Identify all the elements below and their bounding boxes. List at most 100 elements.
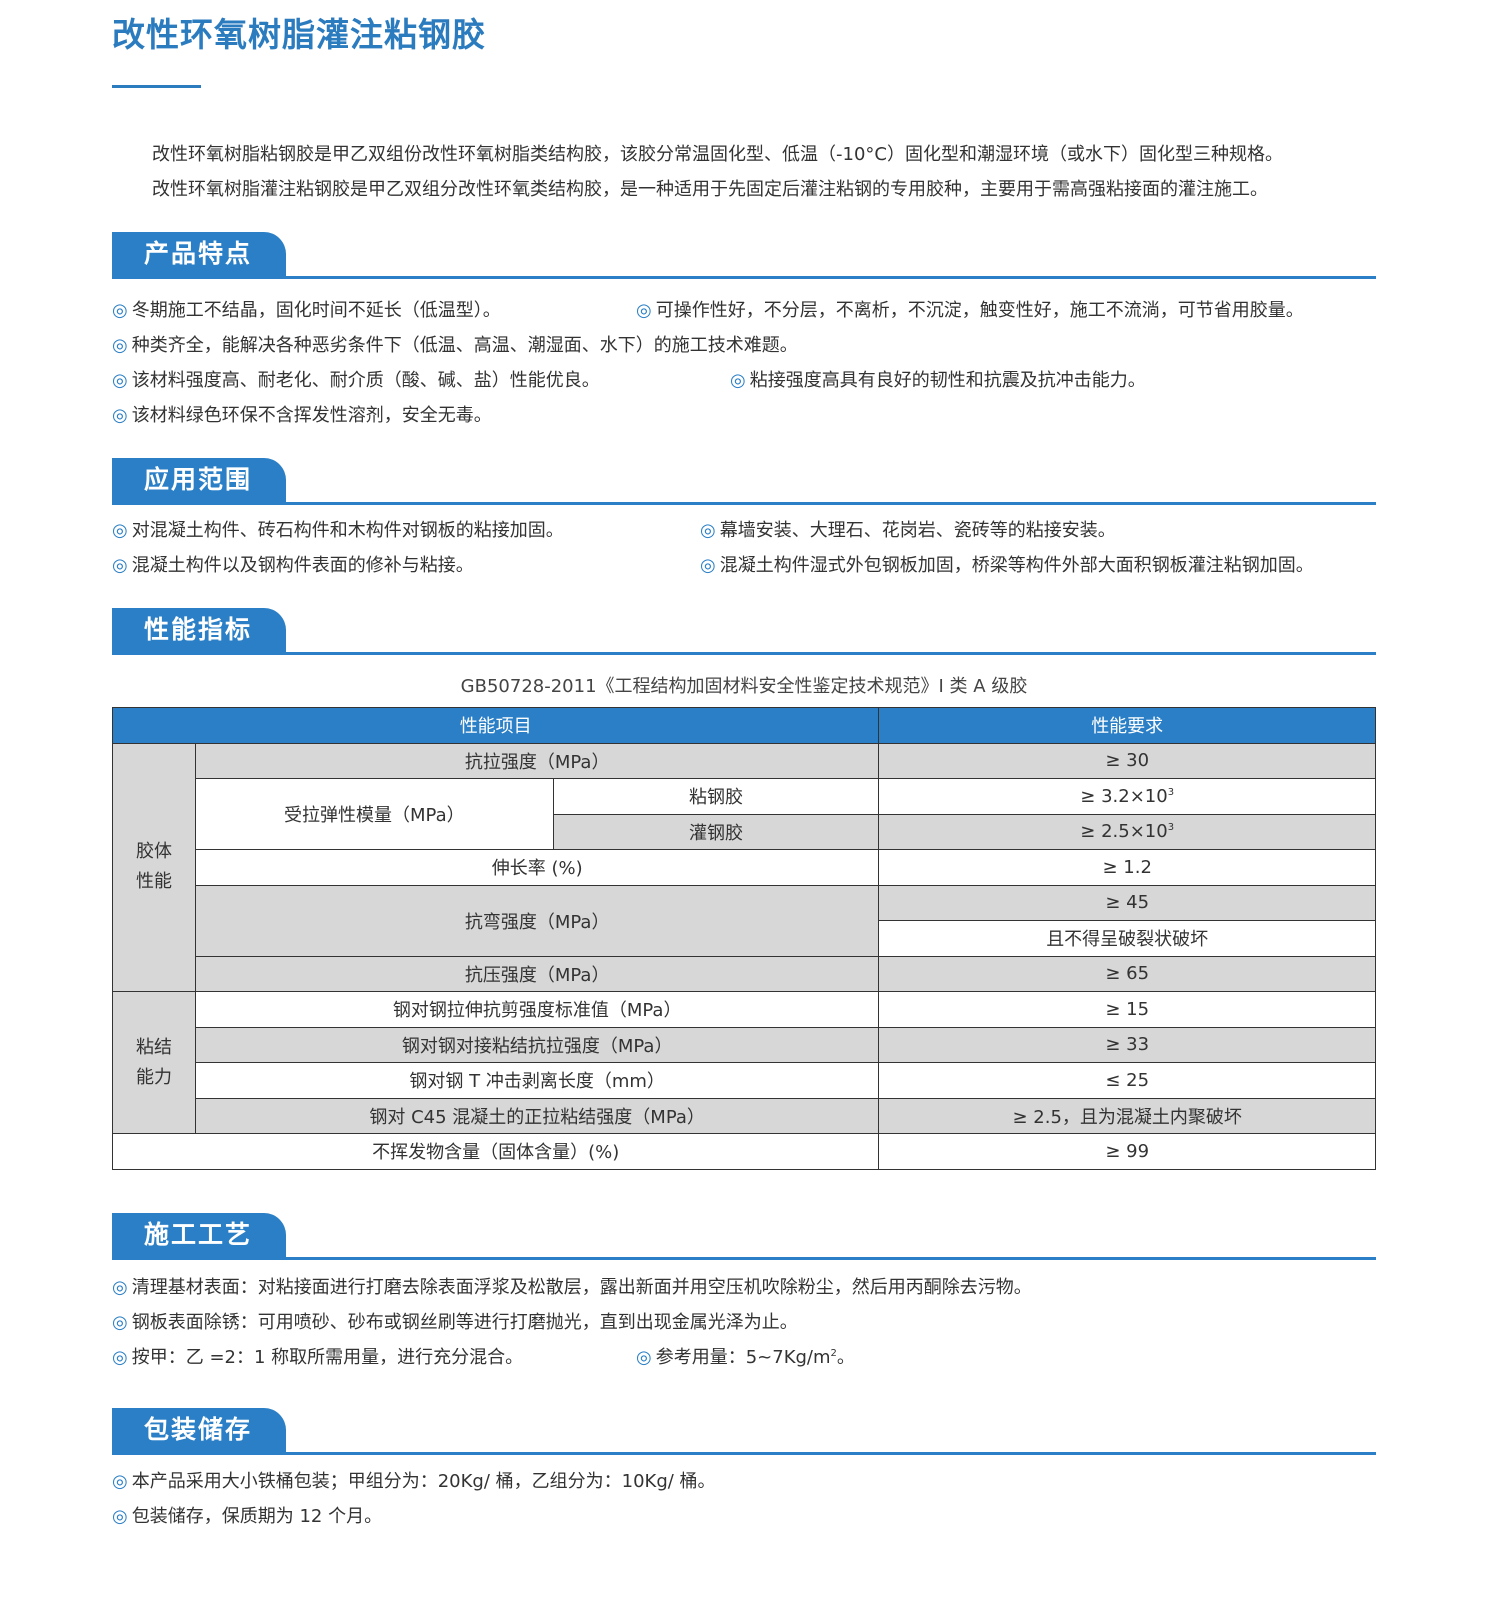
section-header-storage: 包装储存: [112, 1408, 1376, 1455]
item-text: 可操作性好，不分层，不离析，不沉淀，触变性好，施工不流淌，可节省用胶量。: [655, 300, 1304, 321]
bullet-icon: ◎: [112, 1347, 128, 1368]
table-row: 抗压强度（MPa） ≥ 65: [113, 955, 1376, 992]
section-header-scope: 应用范围: [112, 458, 1376, 505]
table-row: 灌钢胶 ≥ 2.5×103: [113, 813, 1376, 850]
group-label: 粘结 能力: [112, 991, 196, 1134]
item-text: 混凝土构件以及钢构件表面的修补与粘接。: [131, 555, 474, 576]
table-cell: ≤ 25: [878, 1062, 1376, 1099]
table-row: 钢对钢 T 冲击剥离长度（mm） ≤ 25: [113, 1062, 1376, 1099]
table-cell: 性能要求: [878, 707, 1376, 744]
item-text: 粘接强度高具有良好的韧性和抗震及抗冲击能力。: [749, 370, 1146, 391]
list-item: ◎ 本产品采用大小铁桶包装；甲组分为：20Kg/ 桶，乙组分为：10Kg/ 桶。: [112, 1467, 716, 1493]
table-row: 不挥发物含量（固体含量）(%) ≥ 99: [111, 1133, 1376, 1170]
table-cell: 粘钢胶: [552, 778, 880, 815]
item-text: 钢板表面除锈：可用喷砂、砂布或钢丝刷等进行打磨抛光，直到出现金属光泽为止。: [131, 1312, 798, 1333]
bullet-icon: ◎: [636, 1347, 652, 1368]
item-text: 种类齐全，能解决各种恶劣条件下（低温、高温、潮湿面、水下）的施工技术难题。: [131, 335, 798, 356]
bullet-icon: ◎: [112, 1471, 128, 1492]
table-cell: 抗弯强度（MPa）: [194, 884, 880, 957]
list-item: ◎ 可操作性好，不分层，不离析，不沉淀，触变性好，施工不流淌，可节省用胶量。: [636, 296, 1304, 322]
list-item: ◎ 粘接强度高具有良好的韧性和抗震及抗冲击能力。: [730, 366, 1146, 392]
table-cell: 且不得呈破裂状破坏: [878, 920, 1376, 957]
item-text: 该材料强度高、耐老化、耐介质（酸、碱、盐）性能优良。: [131, 370, 600, 391]
list-item: ◎ 冬期施工不结晶，固化时间不延长（低温型）。: [112, 296, 501, 322]
table-cell: ≥ 30: [878, 742, 1376, 779]
intro-paragraph: 改性环氧树脂灌注粘钢胶是甲乙双组分改性环氧类结构胶，是一种适用于先固定后灌注粘钢…: [152, 179, 1268, 200]
section-header-process: 施工工艺: [112, 1213, 1376, 1260]
list-item: ◎ 按甲：乙 =2：1 称取所需用量，进行充分混合。: [112, 1343, 523, 1369]
list-item: ◎ 混凝土构件湿式外包钢板加固，桥梁等构件外部大面积钢板灌注粘钢加固。: [700, 551, 1314, 577]
list-item: ◎ 参考用量：5~7Kg/m2。: [636, 1343, 855, 1369]
bullet-icon: ◎: [112, 1277, 128, 1298]
bullet-icon: ◎: [112, 1506, 128, 1527]
table-row: 受拉弹性模量（MPa） 粘钢胶 ≥ 3.2×103: [113, 778, 1376, 850]
item-text: ≥ 3.2×10: [1080, 785, 1168, 807]
bullet-icon: ◎: [112, 520, 128, 541]
list-item: ◎ 该材料强度高、耐老化、耐介质（酸、碱、盐）性能优良。: [112, 366, 600, 392]
list-item: ◎ 幕墙安装、大理石、花岗岩、瓷砖等的粘接安装。: [700, 516, 1116, 542]
list-item: ◎ 该材料绿色环保不含挥发性溶剂，安全无毒。: [112, 401, 492, 427]
list-item: ◎ 清理基材表面：对粘接面进行打磨去除表面浮浆及松散层，露出新面并用空压机吹除粉尘…: [112, 1273, 1032, 1299]
table-cell: 伸长率 (%): [194, 849, 880, 886]
table-cell: ≥ 15: [878, 991, 1376, 1028]
section-header-features: 产品特点: [112, 232, 1376, 279]
table-caption: GB50728-2011《工程结构加固材料安全性鉴定技术规范》I 类 A 级胶: [460, 676, 1028, 697]
list-item: ◎ 种类齐全，能解决各种恶劣条件下（低温、高温、潮湿面、水下）的施工技术难题。: [112, 331, 798, 357]
performance-table: 性能项目 性能要求 胶体 性能 抗拉强度（MPa） ≥ 30 受拉弹性模量（MPa）粘…: [111, 707, 1376, 1170]
table-cell: ≥ 1.2: [878, 849, 1376, 886]
bullet-icon: ◎: [636, 300, 652, 321]
table-row: 伸长率 (%) ≥ 1.2: [113, 849, 1376, 886]
bullet-icon: ◎: [700, 520, 716, 541]
section-header-performance: 性能指标: [112, 608, 1376, 655]
item-text: 混凝土构件湿式外包钢板加固，桥梁等构件外部大面积钢板灌注粘钢加固。: [719, 555, 1314, 576]
bullet-icon: ◎: [112, 300, 128, 321]
table-cell: 灌钢胶: [552, 813, 880, 850]
bullet-icon: ◎: [730, 370, 746, 391]
page-title: 改性环氧树脂灌注粘钢胶: [112, 15, 486, 54]
table-row: 抗弯强度（MPa） ≥ 45: [113, 884, 1376, 957]
table-cell: 钢对钢 T 冲击剥离长度（mm）: [194, 1062, 880, 1099]
table-cell: ≥ 3.2×103: [878, 778, 1376, 815]
superscript: 2: [830, 1348, 837, 1359]
table-row: 且不得呈破裂状破坏: [113, 920, 1376, 957]
bullet-icon: ◎: [112, 335, 128, 356]
title-underline: [112, 85, 201, 88]
table-cell: ≥ 33: [878, 1026, 1376, 1063]
table-cell: 抗压强度（MPa）: [194, 955, 880, 992]
list-item: ◎ 对混凝土构件、砖石构件和木构件对钢板的粘接加固。: [112, 516, 564, 542]
table-cell: 钢对 C45 混凝土的正拉粘结强度（MPa）: [194, 1097, 880, 1134]
list-item: ◎ 混凝土构件以及钢构件表面的修补与粘接。: [112, 551, 474, 577]
table-cell: 钢对钢对接粘结抗拉强度（MPa）: [194, 1026, 880, 1063]
table-cell: ≥ 99: [878, 1133, 1376, 1170]
group-label: 胶体 性能: [112, 742, 196, 992]
item-text: ≥ 2.5×10: [1080, 821, 1168, 843]
item-text: 对混凝土构件、砖石构件和木构件对钢板的粘接加固。: [131, 520, 564, 541]
table-cell: 受拉弹性模量（MPa）: [194, 778, 554, 850]
item-text: 。: [836, 1347, 855, 1368]
item-text: 本产品采用大小铁桶包装；甲组分为：20Kg/ 桶，乙组分为：10Kg/ 桶。: [131, 1471, 716, 1492]
item-text: 包装储存，保质期为 12 个月。: [131, 1506, 383, 1527]
superscript: 3: [1167, 786, 1175, 798]
table-cell: 钢对钢拉伸抗剪强度标准值（MPa）: [194, 991, 880, 1028]
table-row: 粘结 能力 钢对钢拉伸抗剪强度标准值（MPa） ≥ 15: [112, 991, 1376, 1134]
table-header-row: 性能项目 性能要求: [111, 707, 1376, 744]
item-text: 该材料绿色环保不含挥发性溶剂，安全无毒。: [131, 405, 492, 426]
superscript: 3: [1167, 822, 1175, 834]
table-cell: ≥ 45: [878, 884, 1376, 921]
item-text: 清理基材表面：对粘接面进行打磨去除表面浮浆及松散层，露出新面并用空压机吹除粉尘，…: [131, 1277, 1032, 1298]
table-row: 胶体 性能 抗拉强度（MPa） ≥ 30: [112, 742, 1376, 992]
bullet-icon: ◎: [112, 555, 128, 576]
item-text: 按甲：乙 =2：1 称取所需用量，进行充分混合。: [131, 1347, 524, 1368]
table-cell: ≥ 65: [878, 955, 1376, 992]
item-text: 参考用量：5~7Kg/m: [655, 1347, 831, 1368]
item-text: 冬期施工不结晶，固化时间不延长（低温型）。: [131, 300, 501, 321]
bullet-icon: ◎: [112, 370, 128, 391]
list-item: ◎ 钢板表面除锈：可用喷砂、砂布或钢丝刷等进行打磨抛光，直到出现金属光泽为止。: [112, 1308, 798, 1334]
list-item: ◎ 包装储存，保质期为 12 个月。: [112, 1502, 382, 1528]
table-row: 钢对 C45 混凝土的正拉粘结强度（MPa） ≥ 2.5，且为混凝土内聚破坏: [113, 1097, 1376, 1134]
table-row: 钢对钢对接粘结抗拉强度（MPa） ≥ 33: [113, 1026, 1376, 1063]
bullet-icon: ◎: [112, 1312, 128, 1333]
table-cell: 性能项目: [111, 707, 880, 744]
bullet-icon: ◎: [112, 405, 128, 426]
table-cell: 不挥发物含量（固体含量）(%): [111, 1133, 880, 1170]
